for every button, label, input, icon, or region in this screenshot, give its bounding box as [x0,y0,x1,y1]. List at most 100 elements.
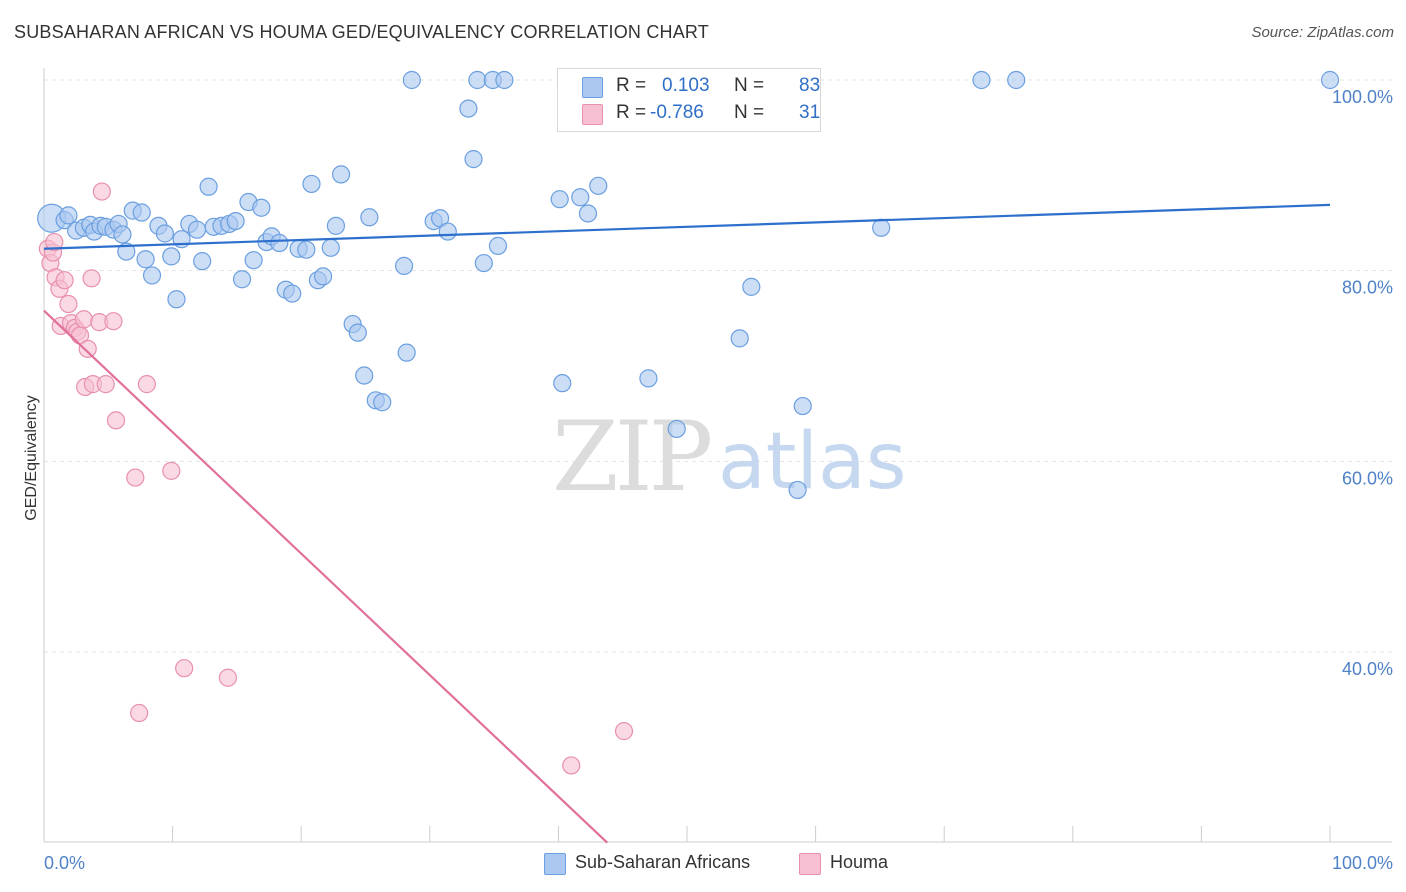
sub-saharan-point [788,480,807,500]
legend-r-value: 0.103 [662,75,710,96]
gridlines [44,79,1392,653]
sub-saharan-point [348,323,367,342]
watermark-atlas: atlas [718,417,907,507]
sub-saharan-point [402,70,421,90]
legend-swatch-houma [582,104,603,125]
houma-point [78,339,97,358]
sub-saharan-point [972,70,991,90]
sub-saharan-point [1320,70,1340,90]
sub-saharan-point [244,251,263,270]
x-tick-label: 100.0% [1332,853,1393,873]
houma-point [96,375,115,394]
sub-saharan-point [113,225,132,244]
trend-lines [43,203,1331,844]
houma-point [137,375,156,394]
sub-saharan-point [571,188,590,207]
sub-saharan-point [553,374,572,393]
sub-saharan-point [59,206,78,225]
sub-saharan-point [252,198,271,217]
sub-saharan-point [187,220,207,239]
chart-title: SUBSAHARAN AFRICAN VS HOUMA GED/EQUIVALE… [14,22,710,42]
sub-saharan-point [199,177,218,196]
axes [43,68,1392,843]
sub-saharan-point [373,393,392,412]
x-tick-label: 0.0% [44,853,85,873]
sub-saharan-point [459,99,478,118]
houma-point [92,182,111,201]
legend-n-label: N = [734,75,765,96]
sub-saharan-point [793,396,812,416]
sub-saharan-point [360,208,379,227]
houma-point [55,271,74,290]
sub-saharan-point [226,211,245,231]
sub-saharan-point [302,174,321,194]
bottom-legend-swatch-houma [799,853,821,875]
bottom-legend-label: Houma [830,852,889,872]
watermark-zip: ZIP [552,401,711,513]
source-credit: Source: ZipAtlas.com [1251,24,1394,41]
legend-n-value: 31 [799,102,821,123]
legend-r-label: R = [616,102,647,123]
sub-saharan-point [355,366,374,385]
houma-point [104,312,123,331]
y-tick-label: 40.0% [1342,659,1393,679]
sub-saharan-point [331,165,351,184]
sub-saharan-point [578,204,598,223]
sub-saharan-point [232,270,252,289]
houma-point [59,294,78,314]
houma-point [162,461,181,480]
houma-point [45,232,64,252]
legend-r-label: R = [616,75,647,96]
sub-saharan-point [321,238,340,257]
houma-point [614,722,634,741]
sub-saharan-point [1007,70,1026,90]
sub-saharan-point [297,240,316,259]
y-tick-label: 100.0% [1332,87,1393,107]
legend-swatch-sub-saharan [582,77,603,98]
houma-point [126,468,145,487]
y-axis-label: GED/Equivalency [23,395,40,520]
sub-saharan-point [589,176,608,195]
sub-saharan-point [193,252,212,271]
houma-point [175,659,194,678]
y-tick-label: 60.0% [1342,468,1393,488]
bottom-legend-swatch-sub-saharan [544,853,566,875]
sub-saharan-point [394,256,414,275]
sub-saharan-point [270,233,289,253]
sub-saharan-trend-line [43,203,1331,250]
sub-saharan-point [872,218,891,237]
houma-point [82,269,101,288]
legend-n-label: N = [734,102,765,123]
sub-saharan-point [488,236,508,255]
tick-labels: 40.0% 60.0% 80.0% 100.0% 0.0% 100.0% [44,87,1393,873]
bottom-legend-label: Sub-Saharan Africans [575,852,751,872]
sub-saharan-point [495,70,514,90]
sub-saharan-point [474,253,493,273]
houma-point [130,703,149,723]
sub-saharan-point [667,419,686,439]
sub-saharan-point [639,369,658,388]
sub-saharan-point [283,284,302,303]
houma-point [74,310,93,329]
sub-saharan-point [430,209,450,228]
sub-saharan-point [742,277,761,296]
sub-saharan-point [730,329,749,348]
sub-saharan-point [313,267,333,286]
sub-saharan-point [326,216,346,235]
sub-saharan-point [132,203,151,222]
houma-point [106,411,126,430]
sub-saharan-point [162,247,181,266]
sub-saharan-point [550,190,569,209]
sub-saharan-point [464,150,483,169]
legend-n-value: 83 [799,75,821,96]
y-tick-label: 80.0% [1342,278,1393,298]
legend-r-value: -0.786 [650,102,704,123]
sub-saharan-point [117,242,136,261]
correlation-legend: R = 0.103 N = 83 R = -0.786 N = 31 [557,68,821,132]
houma-point [562,756,581,775]
series-houma-points [38,182,634,775]
houma-point [218,668,237,687]
sub-saharan-point [136,250,155,269]
sub-saharan-point [438,222,457,241]
